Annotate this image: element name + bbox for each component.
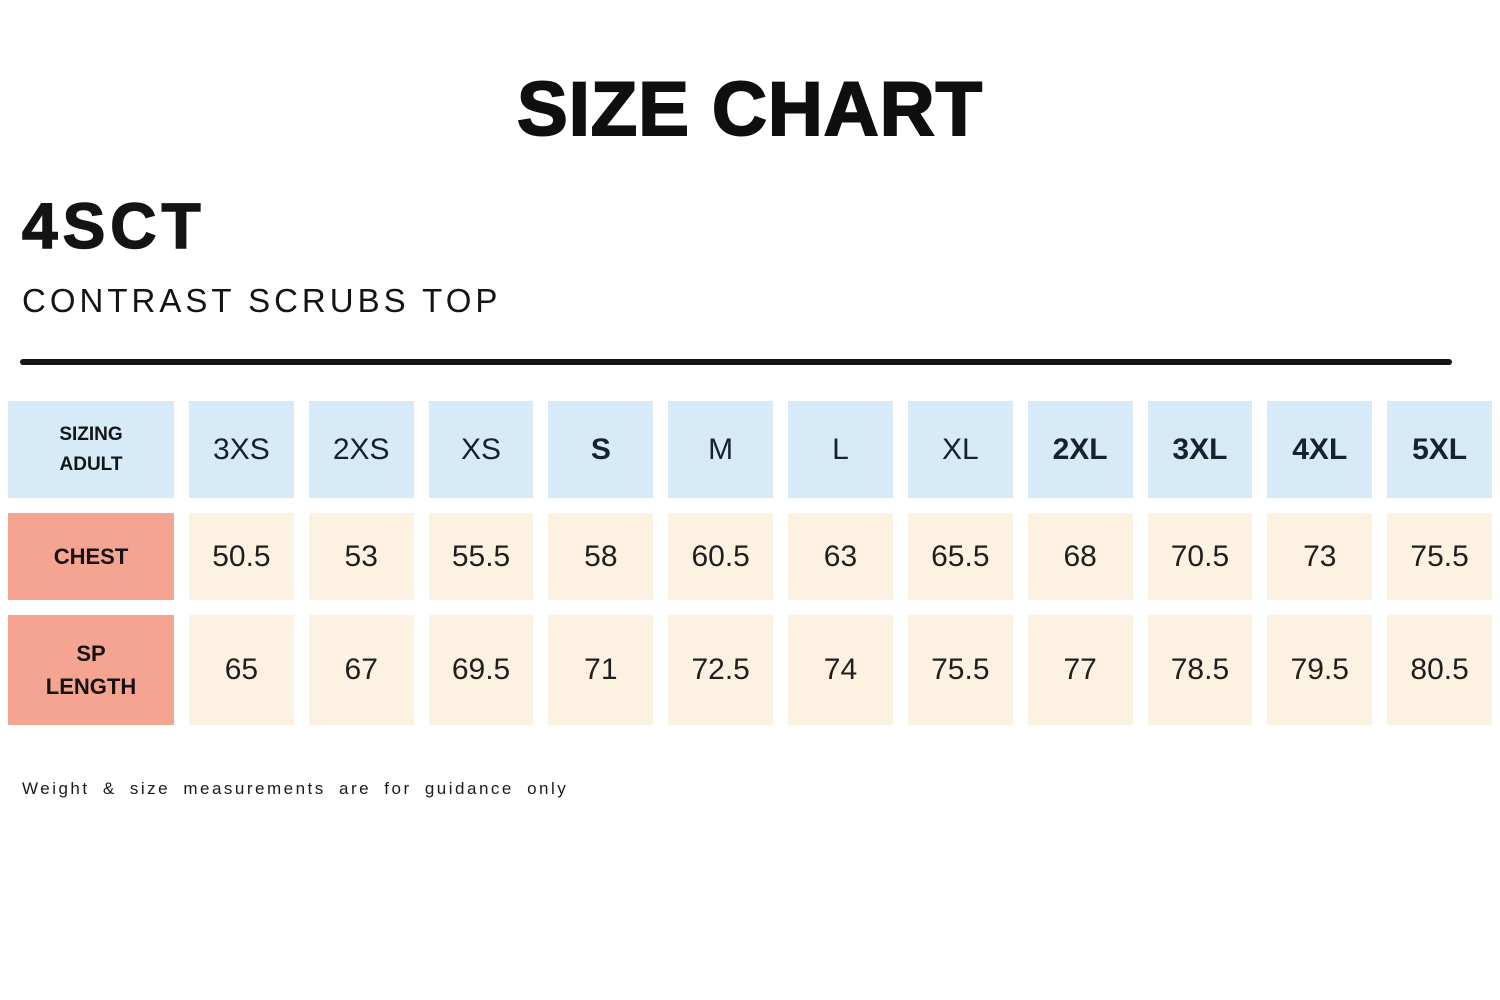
size-header-xl: XL bbox=[907, 401, 1013, 498]
size-header-4xl: 4XL bbox=[1267, 401, 1373, 498]
sp-length-value-2xs: 67 bbox=[308, 615, 414, 725]
footnote: Weight & size measurements are for guida… bbox=[22, 779, 569, 798]
product-code: 4SCT bbox=[21, 190, 206, 262]
size-header-3xs: 3XS bbox=[189, 401, 294, 498]
size-header-l: L bbox=[788, 401, 893, 498]
sp-length-value-m: 72.5 bbox=[668, 615, 774, 725]
sp-length-value-3xl: 78.5 bbox=[1147, 615, 1253, 725]
page-title: SIZE CHART bbox=[516, 67, 983, 152]
sp-length-value-2xl: 77 bbox=[1027, 615, 1133, 725]
size-table: SIZING ADULT 3XS 2XS XS S M L XL 2XL 3XL… bbox=[8, 401, 1492, 725]
size-chart-page: SIZE CHART 4SCT CONTRAST SCRUBS TOP SIZI… bbox=[0, 67, 1500, 799]
sp-length-value-l: 74 bbox=[788, 615, 893, 725]
size-header-2xs: 2XS bbox=[308, 401, 414, 498]
size-header-2xl: 2XL bbox=[1027, 401, 1133, 498]
sp-length-value-xs: 69.5 bbox=[428, 615, 534, 725]
size-header-m: M bbox=[668, 401, 774, 498]
size-header-3xl: 3XL bbox=[1147, 401, 1253, 498]
chest-value-5xl: 75.5 bbox=[1387, 513, 1492, 600]
chest-value-3xs: 50.5 bbox=[189, 513, 294, 600]
sp-length-value-4xl: 79.5 bbox=[1267, 615, 1373, 725]
divider-line bbox=[20, 359, 1452, 365]
chest-value-l: 63 bbox=[788, 513, 893, 600]
row-label-chest: CHEST bbox=[8, 513, 174, 600]
table-corner-label: SIZING ADULT bbox=[8, 401, 174, 498]
size-header-5xl: 5XL bbox=[1387, 401, 1492, 498]
chest-value-m: 60.5 bbox=[668, 513, 774, 600]
size-header-xs: XS bbox=[428, 401, 534, 498]
chest-value-2xs: 53 bbox=[308, 513, 414, 600]
chest-value-s: 58 bbox=[548, 513, 654, 600]
sp-length-value-s: 71 bbox=[548, 615, 654, 725]
chest-value-4xl: 73 bbox=[1267, 513, 1373, 600]
size-header-s: S bbox=[548, 401, 654, 498]
sp-length-value-3xs: 65 bbox=[189, 615, 294, 725]
chest-value-3xl: 70.5 bbox=[1147, 513, 1253, 600]
chest-value-xs: 55.5 bbox=[428, 513, 534, 600]
sp-length-value-5xl: 80.5 bbox=[1387, 615, 1492, 725]
sp-length-value-xl: 75.5 bbox=[907, 615, 1013, 725]
chest-value-xl: 65.5 bbox=[907, 513, 1013, 600]
product-name: CONTRAST SCRUBS TOP bbox=[22, 282, 502, 319]
row-label-sp-length: SP LENGTH bbox=[8, 615, 174, 725]
chest-value-2xl: 68 bbox=[1027, 513, 1133, 600]
